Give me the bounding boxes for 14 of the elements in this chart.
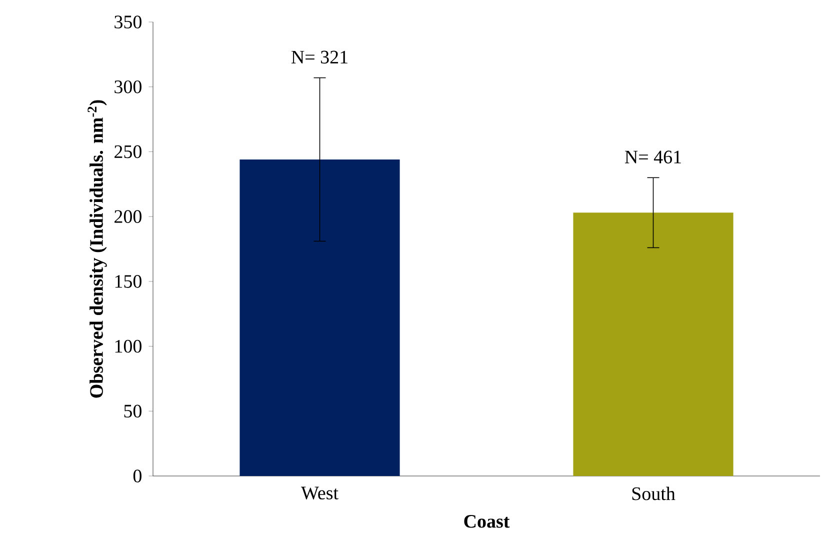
y-tick-label: 150 [115,275,142,288]
x-tick-label: South [632,486,676,500]
annotation: N= 321 [291,50,348,64]
y-tick-label: 300 [114,80,142,94]
y-tick-label: 200 [114,210,142,223]
x-axis-title: Coast [464,515,510,528]
y-tick-label: 50 [124,404,142,418]
y-tick-label: 350 [114,16,142,28]
x-tick-label: West [301,486,338,500]
y-tick-label: 100 [115,340,142,353]
y-tick-label: 250 [114,145,142,158]
y-tick-label: 0 [133,470,142,482]
y-axis-title: Observed density (Individuals. nm$^{-2}$) [88,100,107,398]
annotation: N= 461 [624,150,681,164]
